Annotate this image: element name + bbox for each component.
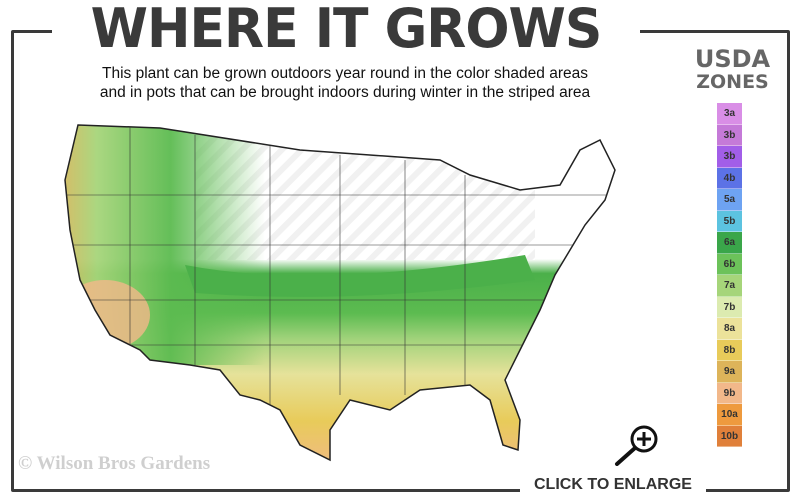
legend-title-line-2: ZONES: [696, 71, 769, 93]
page-title: WHERE IT GROWS: [52, 0, 640, 59]
legend-zone-10a: 10a: [717, 404, 742, 426]
legend-zone-7b: 7b: [717, 296, 742, 318]
usda-zone-map[interactable]: [55, 115, 625, 475]
legend-zone-5a: 5a: [717, 189, 742, 211]
legend-zone-9b: 9b: [717, 382, 742, 404]
legend-title-line-1: USDA: [694, 45, 771, 73]
zone-legend: 3a 3b 3b 4b 5a 5b 6a 6b 7a 7b 8a 8b 9a 9b 10a 10b: [717, 103, 742, 447]
click-to-enlarge-button[interactable]: CLICK TO ENLARGE: [520, 474, 706, 496]
legend-zone-3a: 3a: [717, 103, 742, 125]
legend-zone-8a: 8a: [717, 318, 742, 340]
magnifier-plus-icon[interactable]: [612, 424, 662, 466]
subtitle: This plant can be grown outdoors year ro…: [40, 64, 650, 102]
legend-zone-5b: 5b: [717, 210, 742, 232]
copyright-watermark: © Wilson Bros Gardens: [18, 453, 211, 474]
subtitle-line-1: This plant can be grown outdoors year ro…: [102, 65, 588, 82]
legend-zone-6a: 6a: [717, 232, 742, 254]
legend-zone-3b: 3b: [717, 146, 742, 168]
legend-zone-7a: 7a: [717, 275, 742, 297]
legend-zone-10b: 10b: [717, 425, 742, 447]
legend-zone-8b: 8b: [717, 339, 742, 361]
legend-zone-9a: 9a: [717, 361, 742, 383]
legend-title: USDA ZONES: [680, 45, 785, 94]
subtitle-line-2: and in pots that can be brought indoors …: [99, 84, 591, 101]
legend-zone-3b: 3b: [717, 124, 742, 146]
legend-zone-6b: 6b: [717, 253, 742, 275]
legend-zone-4b: 4b: [717, 167, 742, 189]
